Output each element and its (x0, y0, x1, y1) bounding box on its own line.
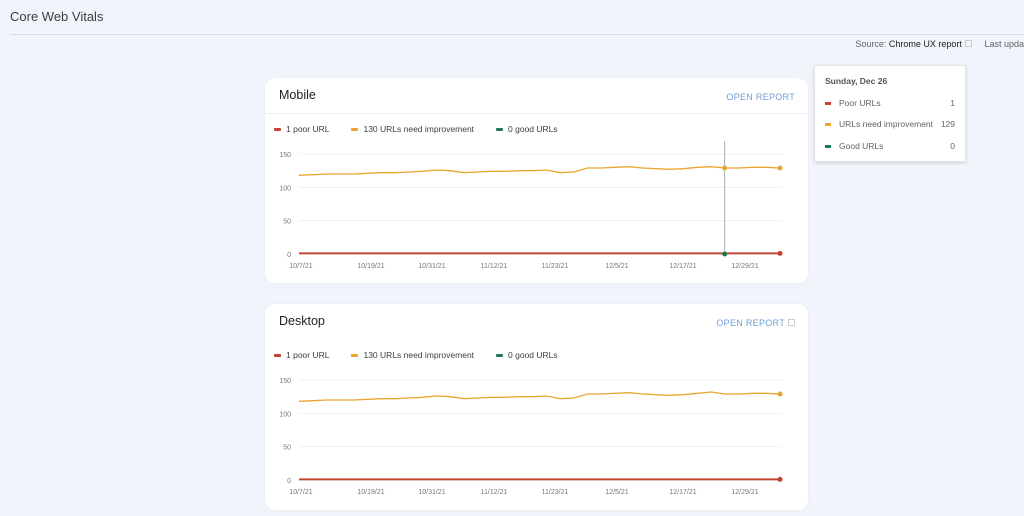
x-tick-label: 10/7/21 (289, 263, 312, 270)
x-tick-label: 12/17/21 (669, 263, 696, 270)
y-tick-label: 100 (279, 411, 291, 418)
x-tick-label: 10/7/21 (289, 489, 312, 496)
legend-good[interactable]: 0 good URLs (496, 350, 558, 360)
y-tick-label: 150 (279, 378, 291, 385)
x-tick-label: 12/29/21 (731, 263, 758, 270)
desktop-card: Desktop OPEN REPORT 1 poor URL 130 URLs … (265, 304, 808, 510)
open-report-button[interactable]: OPEN REPORT (716, 318, 795, 328)
y-tick-label: 0 (287, 478, 291, 485)
source-link[interactable]: Chrome UX report (888, 39, 962, 49)
x-tick-label: 10/19/21 (357, 263, 384, 270)
chart-tooltip: Sunday, Dec 26 Poor URLs 1 URLs need impr… (814, 65, 966, 162)
x-tick-label: 12/5/21 (605, 489, 628, 496)
legend-good[interactable]: 0 good URLs (496, 124, 558, 134)
y-tick-label: 150 (279, 152, 291, 159)
card-title: Desktop (279, 314, 325, 328)
page-title: Core Web Vitals (10, 9, 104, 24)
legend-poor[interactable]: 1 poor URL (274, 350, 329, 360)
chart-legend: 1 poor URL 130 URLs need improvement 0 g… (274, 350, 558, 360)
series-line-urls-need-improvement (298, 166, 781, 176)
external-link-icon (788, 319, 795, 326)
series-end-point (777, 476, 783, 482)
series-end-point (777, 165, 783, 171)
x-tick-label: 12/5/21 (605, 263, 628, 270)
x-tick-label: 11/23/21 (542, 489, 569, 496)
legend-improve[interactable]: 130 URLs need improvement (351, 124, 474, 134)
card-header: Mobile OPEN REPORT (265, 78, 808, 114)
hover-point-good (722, 251, 728, 257)
x-tick-label: 11/12/21 (481, 489, 508, 496)
divider (10, 34, 1024, 35)
x-tick-label: 10/31/21 (418, 489, 445, 496)
desktop-chart[interactable]: 150 100 50 0 10/7/21 10/19/21 10/31/21 11/12/21… (265, 364, 808, 510)
x-tick-label: 10/19/21 (357, 489, 384, 496)
card-title: Mobile (279, 88, 316, 102)
y-tick-label: 0 (287, 252, 291, 259)
card-header: Desktop OPEN REPORT (265, 304, 808, 339)
y-tick-label: 100 (279, 185, 291, 192)
legend-poor[interactable]: 1 poor URL (274, 124, 329, 134)
x-tick-label: 12/29/21 (731, 489, 758, 496)
y-tick-label: 50 (283, 219, 291, 226)
source-info: Source: Chrome UX report Last upda (855, 39, 1024, 49)
tooltip-date: Sunday, Dec 26 (825, 76, 888, 86)
mobile-chart[interactable]: 150 100 50 0 10/7/21 10/19/21 10/31/21 11/12/21… (265, 138, 808, 283)
last-updated: Last upda (984, 39, 1024, 49)
tooltip-row-poor: Poor URLs 1 (825, 98, 955, 108)
mobile-card: Mobile OPEN REPORT 1 poor URL 130 URLs n… (265, 78, 808, 283)
series-end-point (777, 250, 783, 256)
external-link-icon (964, 40, 972, 47)
y-tick-label: 50 (283, 445, 291, 452)
x-tick-label: 12/17/21 (669, 489, 696, 496)
chart-legend: 1 poor URL 130 URLs need improvement 0 g… (274, 124, 558, 134)
x-tick-label: 11/23/21 (542, 263, 569, 270)
legend-improve[interactable]: 130 URLs need improvement (351, 350, 474, 360)
x-tick-label: 11/12/21 (481, 263, 508, 270)
series-line-urls-need-improvement (298, 391, 781, 402)
open-report-button[interactable]: OPEN REPORT (726, 92, 795, 102)
tooltip-row-good: Good URLs 0 (825, 141, 955, 151)
source-label: Source: (855, 39, 887, 49)
series-end-point (777, 391, 783, 397)
x-tick-label: 10/31/21 (418, 263, 445, 270)
tooltip-row-improve: URLs need improvement 129 (825, 119, 955, 129)
hover-point-improve (722, 165, 728, 171)
